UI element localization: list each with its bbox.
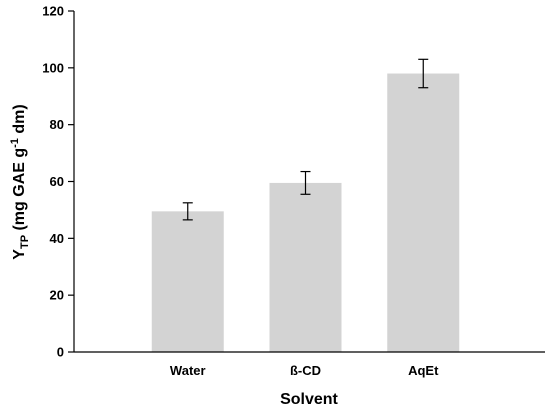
x-axis-title: Solvent: [280, 391, 338, 408]
y-axis-title-superscript: -1: [9, 138, 21, 148]
bar-0: [151, 211, 224, 352]
x-tick-label: AqEt: [408, 363, 439, 378]
y-tick-label: 120: [42, 4, 64, 19]
error-bars-group: [182, 58, 429, 221]
error-bar-1: [300, 170, 311, 195]
y-axis-title-main: Y: [11, 249, 28, 260]
y-axis-title: YTP (mg GAE g-1 dm): [9, 104, 31, 259]
y-tick-label: 0: [57, 345, 64, 360]
y-axis-title-unit-end: dm): [11, 104, 28, 138]
y-tick-label: 60: [50, 174, 64, 189]
y-tick-label: 80: [50, 117, 64, 132]
y-ticks-group: 0 20 40 60 80 100 120: [42, 4, 74, 360]
y-axis-title-subscript: TP: [19, 235, 31, 249]
bar-1: [269, 182, 342, 352]
bars-group: [151, 73, 460, 353]
y-axis-title-unit-start: (mg GAE g: [11, 148, 28, 235]
x-tick-label: ß-CD: [290, 363, 321, 378]
y-tick-label: 100: [42, 60, 64, 75]
y-tick-label: 20: [50, 288, 64, 303]
bar-2: [387, 73, 460, 353]
x-tick-label: Water: [170, 363, 206, 378]
y-tick-label: 40: [50, 231, 64, 246]
error-bar-2: [418, 58, 429, 89]
error-bar-0: [182, 202, 193, 221]
x-ticks-group: Water ß-CD AqEt: [170, 363, 439, 378]
